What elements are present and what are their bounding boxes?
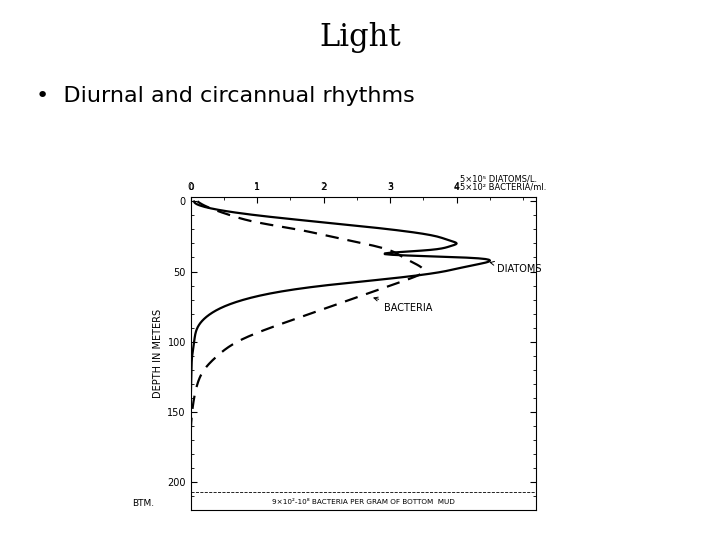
Text: 1: 1 — [254, 183, 260, 192]
Text: 4: 4 — [454, 183, 459, 192]
Text: 0: 0 — [188, 183, 194, 192]
Text: 3: 3 — [387, 183, 393, 192]
Text: 5×10² BACTERIA/ml.: 5×10² BACTERIA/ml. — [460, 183, 546, 192]
Text: •  Diurnal and circannual rhythms: • Diurnal and circannual rhythms — [36, 86, 415, 106]
Text: 2: 2 — [321, 183, 327, 192]
Text: DIATOMS: DIATOMS — [490, 261, 541, 274]
Y-axis label: DEPTH IN METERS: DEPTH IN METERS — [153, 309, 163, 399]
Text: 5×10⁵ DIATOMS/L.: 5×10⁵ DIATOMS/L. — [460, 174, 537, 184]
Text: Light: Light — [319, 22, 401, 52]
Text: BTM.: BTM. — [132, 499, 154, 508]
Text: 9×10²-10⁸ BACTERIA PER GRAM OF BOTTOM  MUD: 9×10²-10⁸ BACTERIA PER GRAM OF BOTTOM MU… — [272, 499, 455, 505]
Text: BACTERIA: BACTERIA — [374, 297, 432, 313]
